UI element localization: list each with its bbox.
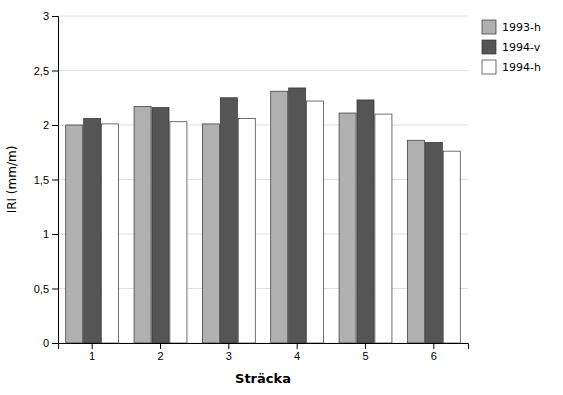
bar — [375, 114, 392, 343]
legend: 1993-h 1994-v 1994-h — [482, 20, 541, 74]
y-tick-mark — [52, 289, 58, 290]
bar-series — [102, 101, 461, 343]
x-tick-mark — [228, 343, 229, 349]
chart: 12345600,511,522,53SträckaIRI (mm/m)1993… — [0, 0, 563, 395]
bar — [134, 106, 151, 343]
legend-label: 1994-v — [502, 41, 541, 54]
bars — [66, 88, 461, 343]
plot: 1 2 3 4 5 6 0 0,5 1 1,5 2 2,5 3 — [34, 10, 469, 362]
x-tick: 5 — [362, 343, 368, 362]
bar — [170, 122, 187, 343]
y-tick: 0 — [43, 337, 58, 349]
bar-series — [66, 91, 425, 343]
legend-swatch — [482, 60, 496, 74]
bar — [407, 140, 424, 343]
x-tick-label: 2 — [157, 350, 163, 362]
bar — [202, 124, 219, 343]
x-axis: 1 2 3 4 5 6 — [59, 343, 469, 362]
y-tick: 3 — [43, 10, 58, 22]
y-tick-mark — [52, 125, 58, 126]
legend-swatch — [482, 40, 496, 54]
x-tick: 4 — [294, 343, 300, 362]
legend-item: 1994-h — [482, 60, 541, 74]
bar — [339, 113, 356, 343]
x-tick: 2 — [157, 343, 163, 362]
bar — [220, 98, 237, 343]
x-tick-mark — [433, 343, 434, 349]
y-tick: 1 — [43, 228, 58, 240]
bar — [443, 151, 460, 343]
grid — [58, 16, 468, 343]
grid-line — [58, 288, 468, 289]
grid-line — [58, 125, 468, 126]
x-tick-mark — [297, 343, 298, 349]
y-axis: 0 0,5 1 1,5 2 2,5 3 — [34, 10, 59, 349]
bar — [357, 100, 374, 343]
grid-line — [58, 70, 468, 71]
grid-line — [58, 234, 468, 235]
x-tick-label: 3 — [226, 350, 232, 362]
y-tick: 0,5 — [34, 283, 58, 295]
bar — [102, 124, 119, 343]
legend-item: 1994-v — [482, 40, 541, 54]
bar — [66, 125, 83, 343]
y-tick-label: 2 — [43, 119, 49, 131]
y-tick-label: 3 — [43, 10, 49, 22]
bar — [271, 91, 288, 343]
x-tick-mark — [160, 343, 161, 349]
grid-line — [58, 179, 468, 180]
bar — [152, 108, 169, 343]
x-tick-label: 5 — [362, 350, 368, 362]
x-tick-mark — [92, 343, 93, 349]
x-axis-title: Sträcka — [235, 371, 291, 386]
y-tick-label: 2,5 — [34, 65, 49, 77]
legend-item: 1993-h — [482, 20, 541, 34]
bar — [238, 118, 255, 343]
legend-label: 1993-h — [502, 21, 541, 34]
y-tick-mark — [52, 180, 58, 181]
x-tick: 3 — [226, 343, 232, 362]
y-tick-label: 1 — [43, 228, 49, 240]
bar — [289, 88, 306, 343]
y-tick-label: 0,5 — [34, 283, 49, 295]
legend-label: 1994-h — [502, 61, 541, 74]
y-tick: 1,5 — [34, 174, 58, 186]
y-axis-line — [52, 17, 59, 344]
x-tick-label: 4 — [294, 350, 300, 362]
x-tick: 6 — [431, 343, 437, 362]
legend-swatch — [482, 20, 496, 34]
y-tick-mark — [52, 71, 58, 72]
y-tick-mark — [52, 234, 58, 235]
x-tick-label: 1 — [89, 350, 95, 362]
x-tick-mark — [365, 343, 366, 349]
grid-line — [58, 16, 468, 17]
bar — [307, 101, 324, 343]
y-tick-label: 1,5 — [34, 174, 49, 186]
y-tick-mark — [52, 343, 58, 344]
y-tick: 2,5 — [34, 65, 58, 77]
bar — [425, 142, 442, 343]
bar-series — [84, 88, 443, 343]
y-tick-mark — [52, 16, 58, 17]
y-tick-label: 0 — [43, 337, 49, 349]
bar — [84, 118, 101, 343]
x-tick-label: 6 — [431, 350, 437, 362]
x-axis-line — [59, 344, 469, 350]
y-tick: 2 — [43, 119, 58, 131]
x-tick: 1 — [89, 343, 95, 362]
y-axis-title: IRI (mm/m) — [5, 146, 19, 214]
